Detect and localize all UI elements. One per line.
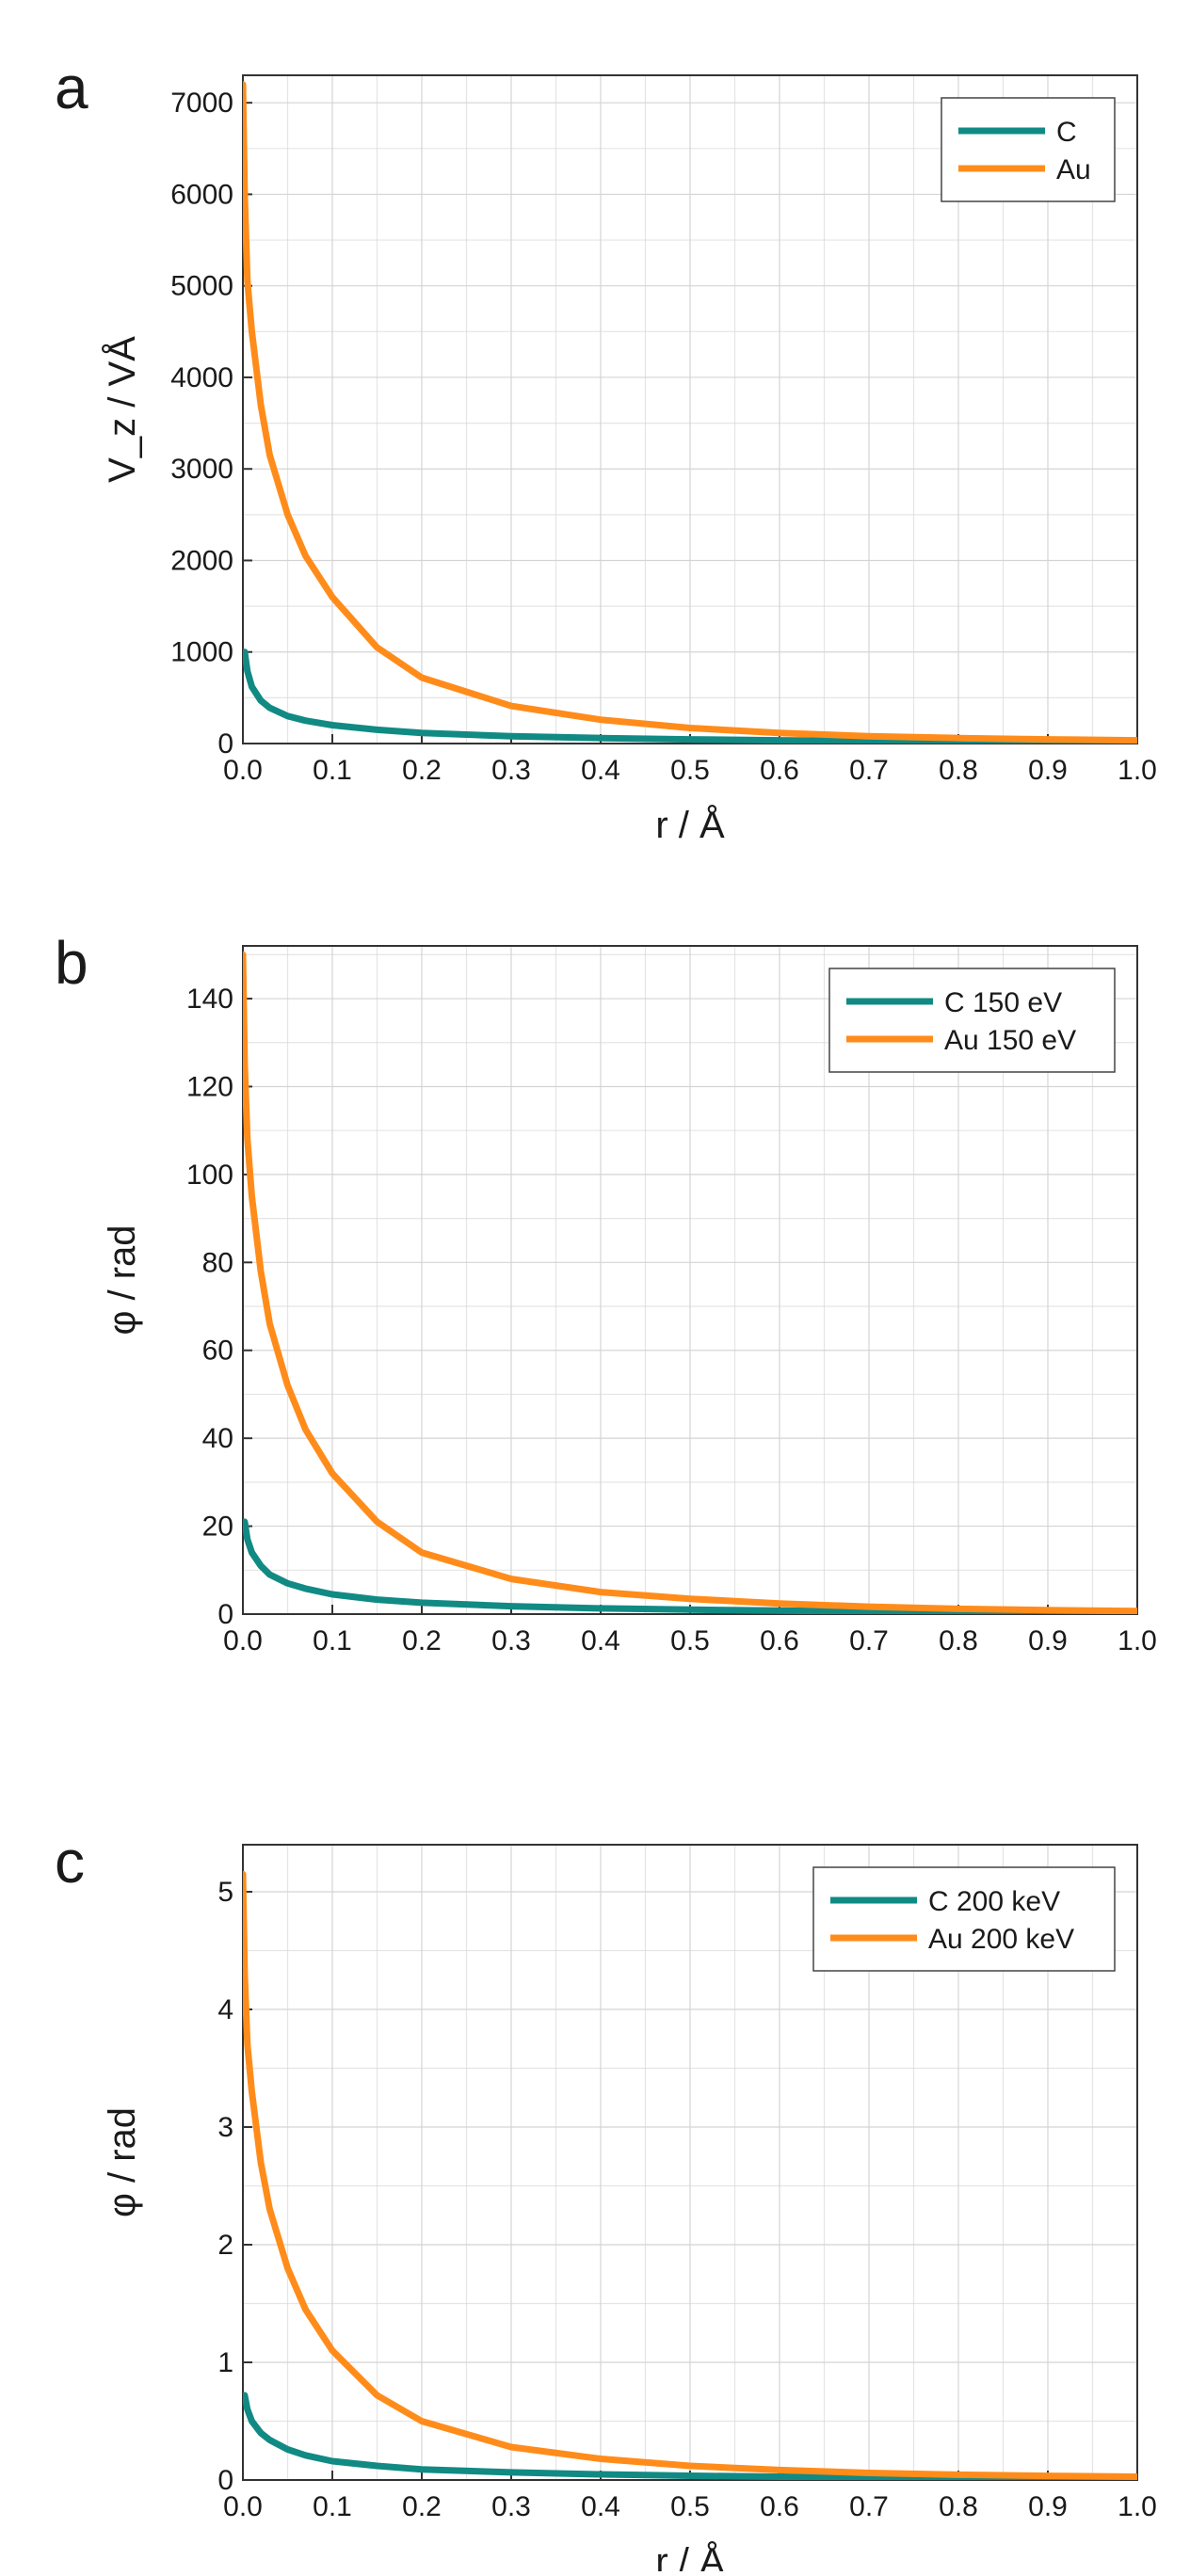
x-tick-label: 0.4 [581, 755, 620, 786]
x-tick-label: 1.0 [1118, 755, 1157, 786]
y-tick-label: 2000 [170, 545, 233, 576]
x-tick-label: 0.0 [223, 755, 263, 786]
legend-label: C [1056, 117, 1077, 148]
x-axis-title: r / Å [655, 2540, 725, 2571]
x-tick-label: 0.2 [402, 2491, 442, 2522]
legend: C 200 keV Au 200 keV [812, 1866, 1116, 1972]
y-tick-label: 100 [186, 1160, 233, 1191]
y-tick-label: 5 [217, 1877, 233, 1908]
y-axis-title: φ / rad [102, 2107, 143, 2217]
legend-box [941, 97, 1116, 202]
legend: C Au [941, 97, 1116, 202]
x-tick-label: 0.5 [670, 755, 710, 786]
y-tick-label: 2 [217, 2230, 233, 2261]
y-axis-title: V_z / VÅ [101, 336, 143, 483]
panel-letter: c [55, 1828, 85, 1896]
x-tick-label: 0.1 [313, 1625, 352, 1656]
x-tick-label: 0.7 [849, 755, 889, 786]
panel-b: b 0.0 0.1 0.2 0.3 0.4 0.5 0.6 0.7 0.8 0.9 1.0 0 20 40 6… [55, 929, 1157, 1656]
x-tick-label: 0.2 [402, 755, 442, 786]
legend-label: C 200 keV [928, 1886, 1060, 1917]
x-tick-label: 0.6 [760, 755, 799, 786]
x-tick-label: 0.8 [939, 1625, 978, 1656]
x-tick-label: 0.6 [760, 1625, 799, 1656]
y-tick-label: 3 [217, 2112, 233, 2143]
x-tick-label: 0.5 [670, 2491, 710, 2522]
legend: C 150 eV Au 150 eV [828, 968, 1116, 1073]
x-tick-label: 0.7 [849, 1625, 889, 1656]
y-tick-label: 1 [217, 2347, 233, 2378]
x-tick-label: 0.3 [491, 755, 531, 786]
series-line-c-200-kev [243, 2392, 1137, 2480]
legend-label: Au [1056, 154, 1091, 185]
panel-c: c 0.0 0.1 0.2 0.3 0.4 0.5 0.6 0.7 0.8 0.9 1.0 0 1 2 3 4 5… [55, 1828, 1157, 2576]
x-tick-label: 0.0 [223, 1625, 263, 1656]
legend-box [812, 1866, 1116, 1972]
x-tick-label: 1.0 [1118, 1625, 1157, 1656]
series-line-au [243, 81, 1137, 744]
series-line-au-200-kev [243, 1870, 1137, 2480]
series-line-au-150-ev [243, 951, 1137, 1614]
y-tick-label: 0 [217, 728, 233, 760]
y-tick-label: 4000 [170, 362, 233, 393]
panel-letter: a [55, 54, 88, 121]
y-tick-label: 3000 [170, 454, 233, 485]
series-line-c-150-ev [243, 1518, 1137, 1614]
x-tick-label: 0.4 [581, 2491, 620, 2522]
y-tick-label: 0 [217, 2465, 233, 2496]
y-tick-label: 60 [202, 1336, 233, 1367]
y-tick-label: 1000 [170, 637, 233, 668]
x-tick-label: 0.9 [1028, 1625, 1068, 1656]
y-tick-label: 140 [186, 984, 233, 1015]
x-tick-label: 0.6 [760, 2491, 799, 2522]
x-tick-label: 0.0 [223, 2491, 263, 2522]
y-tick-label: 20 [202, 1512, 233, 1543]
y-tick-label: 5000 [170, 271, 233, 302]
x-tick-label: 0.9 [1028, 2491, 1068, 2522]
legend-box [828, 968, 1116, 1073]
x-tick-label: 0.8 [939, 755, 978, 786]
x-tick-label: 0.5 [670, 1625, 710, 1656]
legend-label: Au 200 keV [928, 1924, 1074, 1955]
x-tick-label: 0.1 [313, 2491, 352, 2522]
x-tick-label: 0.4 [581, 1625, 620, 1656]
y-tick-label: 0 [217, 1599, 233, 1630]
x-tick-label: 0.9 [1028, 755, 1068, 786]
x-tick-label: 0.8 [939, 2491, 978, 2522]
y-tick-label: 40 [202, 1423, 233, 1454]
panel-a: a 0.0 0.1 0.2 0.3 0.4 0.5 0.6 0.7 0.8 0.9 1.0 0 1000 2… [55, 54, 1157, 846]
x-tick-label: 0.3 [491, 1625, 531, 1656]
x-tick-label: 1.0 [1118, 2491, 1157, 2522]
y-tick-label: 6000 [170, 179, 233, 210]
x-tick-label: 0.2 [402, 1625, 442, 1656]
legend-label: Au 150 eV [944, 1025, 1076, 1056]
x-tick-label: 0.3 [491, 2491, 531, 2522]
panel-letter: b [55, 929, 88, 997]
x-tick-label: 0.7 [849, 2491, 889, 2522]
y-tick-label: 7000 [170, 88, 233, 119]
legend-label: C 150 eV [944, 987, 1062, 1018]
y-tick-label: 4 [217, 1994, 233, 2025]
series-line-c [243, 648, 1137, 744]
y-tick-label: 80 [202, 1247, 233, 1278]
y-axis-title: φ / rad [102, 1224, 143, 1335]
x-axis-title: r / Å [655, 804, 725, 846]
y-tick-label: 120 [186, 1071, 233, 1102]
x-tick-label: 0.1 [313, 755, 352, 786]
